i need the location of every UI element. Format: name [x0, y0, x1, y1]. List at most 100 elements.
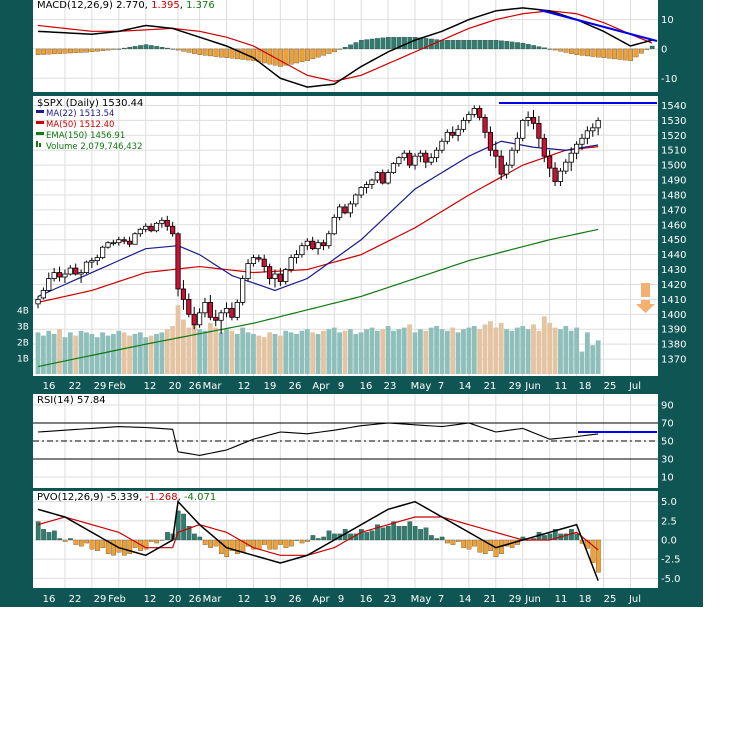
x-axis-label: 7	[438, 594, 444, 605]
axis-tick-label: 1380	[661, 340, 686, 351]
volume-bar	[245, 332, 251, 374]
x-axis-label: 12	[144, 594, 157, 605]
candle-body	[385, 172, 391, 184]
candle-body	[164, 219, 170, 227]
axis-tick-label: 10	[661, 473, 674, 484]
candle-body	[417, 152, 424, 157]
pvo-hist-bar	[62, 539, 68, 542]
macd-line	[37, 7, 653, 88]
volume-bar	[148, 335, 154, 374]
candle-body	[62, 273, 68, 278]
volume-bar	[525, 329, 531, 374]
pvo-hist-bar	[542, 535, 547, 541]
rsi-label: RSI(14) 57.84	[37, 395, 106, 406]
candle-body	[229, 307, 235, 318]
macd-hist-bar	[170, 48, 176, 50]
axis-tick-label: 1410	[661, 295, 686, 306]
pvo-hist-bar	[105, 539, 111, 554]
x-axis-label: 14	[459, 594, 472, 605]
volume-bar	[288, 332, 294, 374]
x-axis-label: 26	[289, 594, 302, 605]
rsi-line	[37, 422, 599, 456]
macd-hist-bar	[515, 42, 520, 50]
pvo-hist-bar	[192, 533, 197, 541]
x-axis-label: 22	[69, 594, 82, 605]
axis-tick-label: 1440	[661, 250, 686, 261]
pvo-hist-bar	[100, 539, 106, 548]
macd-hist-bar	[364, 39, 370, 50]
volume-bar	[35, 332, 41, 374]
volume-bar	[304, 329, 310, 374]
candle-body	[218, 312, 224, 321]
macd-hist-bar	[235, 48, 240, 60]
candle-body	[126, 240, 133, 245]
pvo-hist-bar	[148, 539, 154, 542]
x-axis-label: 18	[579, 594, 592, 605]
candle-body	[78, 272, 84, 275]
macd-hist-bar	[143, 44, 149, 50]
x-axis-label: 7	[438, 381, 444, 392]
volume-bar	[240, 327, 246, 374]
ema150-line	[37, 228, 599, 368]
candle-body	[433, 149, 440, 159]
macd-hist-bar	[439, 39, 445, 50]
pvo-hist-bar	[466, 539, 472, 550]
pvo-hist-bar	[391, 521, 397, 541]
candle-body	[380, 172, 386, 184]
pvo-hist-bar	[197, 536, 203, 541]
volume-bar	[224, 329, 229, 374]
macd-hist-bar	[41, 48, 46, 55]
candle-body	[396, 157, 402, 165]
pvo-hist-bar	[154, 539, 160, 544]
axis-tick-label: 1420	[661, 280, 686, 291]
macd-hist-bar	[84, 48, 90, 53]
macd-hist-bar	[606, 48, 612, 59]
volume-bar	[347, 329, 353, 374]
candle-body	[353, 194, 359, 205]
candle-body	[423, 152, 429, 163]
axis-tick-label: 1450	[661, 235, 686, 246]
macd-hist-bar	[218, 48, 224, 58]
candle-body	[180, 288, 187, 300]
volume-bar	[568, 330, 574, 374]
volume-bar	[51, 334, 57, 374]
volume-bar	[175, 305, 181, 374]
volume-bar	[407, 324, 413, 374]
volume-bar	[364, 329, 369, 374]
volume-bar	[358, 332, 364, 374]
macd-hist-bar	[321, 48, 327, 56]
pvo-hist-bar	[111, 539, 116, 556]
volume-bar	[283, 330, 289, 374]
candle-body	[514, 137, 520, 151]
candle-body	[455, 128, 461, 136]
volume-bar	[547, 322, 553, 374]
candle-body	[207, 301, 213, 318]
candle-body	[143, 225, 149, 230]
macd-hist-bar	[89, 48, 95, 53]
pvo-hist-bar	[57, 538, 63, 541]
candle-body	[293, 254, 300, 259]
volume-bar	[439, 329, 445, 374]
macd-hist-bar	[391, 37, 397, 50]
x-axis-label: Feb	[108, 381, 126, 392]
macd-panel: MACD(12,26,9) 2.770, 1.395, 1.376 10 0 -10	[33, 0, 677, 92]
x-axis-label: 29	[94, 594, 107, 605]
volume-bar	[116, 330, 122, 374]
x-axis-label: 25	[604, 594, 617, 605]
volume-bar	[331, 327, 337, 374]
volume-swatch	[36, 141, 38, 147]
legend-ma22: MA(22) 1513.54	[46, 109, 114, 119]
axis-tick-label: 1540	[661, 101, 686, 112]
volume-bar	[277, 335, 283, 374]
volume-bar	[159, 332, 165, 374]
axis-tick-label: -2.5	[661, 555, 681, 566]
pvo-hist-bar	[288, 539, 294, 547]
x-axis-label: 16	[43, 594, 56, 605]
volume-bar	[337, 332, 343, 374]
pvo-hist-bar	[95, 539, 100, 551]
volume-bar	[89, 334, 95, 374]
axis-tick-label: 50	[661, 437, 674, 448]
macd-hist-bar	[385, 37, 391, 50]
axis-tick-label: 30	[661, 455, 674, 466]
axis-tick-label: 90	[661, 401, 674, 412]
